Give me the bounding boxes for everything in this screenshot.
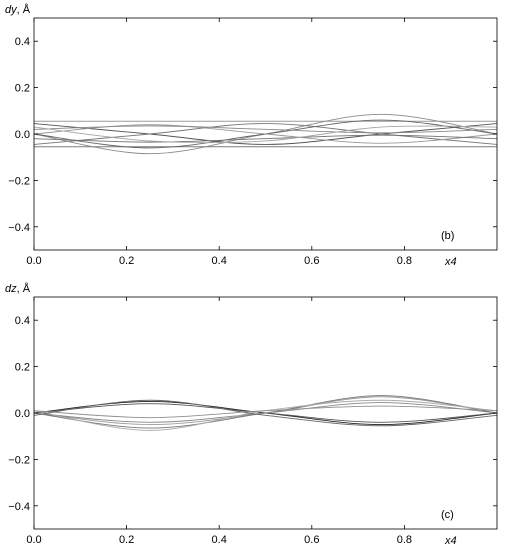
x-tick-label: 0.0 [26,255,41,267]
chart-panel-0: 0.0 0.2 0.4 0.6 0.8 −0.4 −0.2 0.0 0.2 0.4 dy, Å x4 (… [5,3,498,268]
series-group [33,395,498,431]
series-line-7 [33,125,498,134]
y-tick-label: −0.2 [8,454,30,466]
y-axis-unit: , Å [17,3,31,16]
y-tick-label: 0.4 [15,315,30,327]
y-tick-label: −0.4 [8,501,30,513]
y-tick-label: −0.2 [8,175,30,187]
y-axis-variable: dy [5,4,18,16]
x-axis-title: x4 [444,535,457,547]
series-group [33,113,498,155]
x-axis-title: x4 [444,256,457,268]
y-tick-label: 0.2 [15,362,30,374]
chart-panel-1: 0.0 0.2 0.4 0.6 0.8 −0.4 −0.2 0.0 0.2 0.4 dz, Å x4 (… [5,282,498,547]
y-tick-label: 0.4 [15,36,30,48]
y-axis-unit: , Å [17,282,31,295]
x-tick-label: 0.8 [397,534,412,546]
series-line-8 [33,134,498,143]
x-tick-label: 0.2 [119,255,134,267]
series-line-9 [33,125,498,144]
y-axis-title: dz, Å [5,282,31,295]
x-tick-label: 0.4 [212,534,227,546]
panel-label: (b) [441,230,454,242]
y-axis-variable: dz [5,283,17,295]
x-tick-label: 0.0 [26,534,41,546]
y-tick-label: 0.0 [15,129,30,141]
x-tick-label: 0.4 [212,255,227,267]
y-tick-label: −0.4 [8,222,30,234]
series-line-4 [33,402,498,423]
y-tick-label: 0.0 [15,408,30,420]
x-tick-label: 0.2 [119,534,134,546]
series-line-6 [33,399,498,427]
x-tick-label: 0.8 [397,255,412,267]
series-line-2 [33,123,498,145]
x-tick-label: 0.6 [304,534,319,546]
series-line-6 [33,124,498,144]
series-line-7 [33,405,498,419]
panel-label: (c) [441,509,454,521]
y-tick-label: 0.2 [15,83,30,95]
x-tick-label: 0.6 [304,255,319,267]
y-axis-title: dy, Å [5,3,31,16]
